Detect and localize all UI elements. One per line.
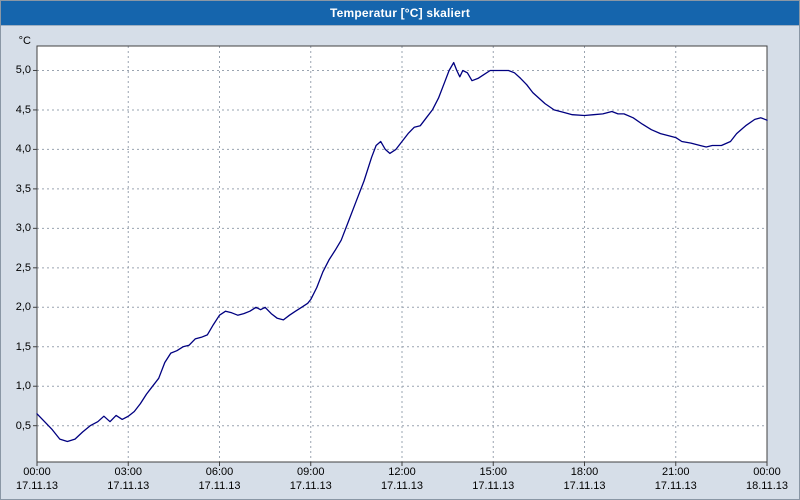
y-tick-label: 3,5 — [15, 182, 31, 195]
x-tick-time-label: 15:00 — [479, 466, 508, 478]
x-tick-time-label: 03:00 — [114, 466, 143, 478]
temperature-line — [36, 61, 768, 443]
x-tick-date-label: 17.11.13 — [472, 480, 515, 492]
x-tick-date-label: 17.11.13 — [15, 480, 58, 492]
x-tick-date-label: 17.11.13 — [198, 480, 241, 492]
x-tick-time-label: 12:00 — [388, 466, 416, 478]
plot-area — [37, 46, 767, 462]
x-tick-date-label: 17.11.13 — [654, 480, 697, 492]
x-tick-date-label: 18.11.13 — [745, 480, 788, 492]
y-tick-label: 2,5 — [15, 261, 31, 274]
y-tick-label: 4,0 — [15, 143, 31, 156]
window-title: Temperatur [°C] skaliert — [329, 6, 471, 20]
x-tick-time-label: 09:00 — [296, 466, 325, 478]
x-tick-date-label: 17.11.13 — [107, 480, 150, 492]
y-tick-label: 5,0 — [15, 64, 31, 77]
x-tick-time-label: 00:00 — [753, 466, 781, 478]
y-axis-unit-label: °C — [18, 35, 31, 47]
x-tick-time-label: 21:00 — [661, 466, 690, 478]
window-title-bar: Temperatur [°C] skaliert — [1, 1, 799, 26]
x-tick-date-label: 17.11.13 — [563, 480, 606, 492]
x-tick-date-label: 17.11.13 — [380, 480, 423, 492]
y-tick-label: 1,0 — [15, 380, 31, 393]
y-tick-label: 0,5 — [15, 419, 31, 432]
x-tick-time-label: 18:00 — [570, 466, 599, 478]
x-tick-time-label: 00:00 — [23, 466, 51, 478]
x-tick-date-label: 17.11.13 — [289, 480, 332, 492]
plot-border — [36, 45, 768, 463]
y-tick-label: 3,0 — [15, 222, 31, 235]
x-tick-time-label: 06:00 — [205, 466, 234, 478]
y-tick-label: 2,0 — [15, 301, 31, 314]
y-tick-label: 1,5 — [15, 340, 31, 353]
y-tick-label: 4,5 — [15, 103, 31, 116]
